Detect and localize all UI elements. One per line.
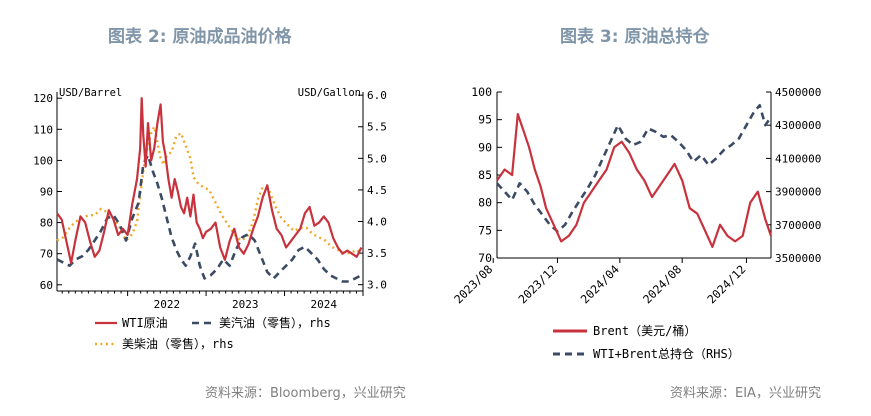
right-chart-left-y-tick-label: 95	[478, 113, 492, 127]
right-chart-x-tick-label: 2024/08	[640, 262, 684, 306]
right-chart-right-y-tick-label: 4300000	[775, 119, 821, 132]
series-line-wti	[56, 97, 363, 265]
x-tick-label: 2022	[154, 298, 181, 311]
left-y-tick-label: 80	[40, 217, 53, 230]
left-y-tick-label: 70	[40, 248, 53, 261]
right-y-tick-label: 5.5	[367, 121, 387, 134]
right-chart-x-tick-label: 2023/08	[451, 262, 495, 306]
x-tick-label: 2024	[311, 298, 338, 311]
left-y-tick-label: 110	[33, 123, 53, 136]
series-line-holdings	[496, 104, 773, 233]
series-line-gasoline	[56, 153, 362, 283]
right-y-tick-label: 6.0	[367, 89, 387, 102]
right-chart-title: 图表 3: 原油总持仓	[560, 27, 710, 47]
left-source-note: 资料来源：Bloomberg，兴业研究	[205, 386, 406, 401]
right-chart-right-y-tick-label: 3500000	[775, 252, 821, 265]
left-chart-title: 图表 2: 原油成品油价格	[108, 27, 292, 47]
right-source-note: 资料来源：EIA，兴业研究	[670, 386, 821, 401]
right-y-tick-label: 3.0	[367, 279, 387, 292]
right-chart-left-y-tick-label: 80	[478, 196, 492, 210]
left-y-tick-label: 100	[33, 154, 53, 167]
legend-label: WTI原油	[122, 316, 168, 330]
series-line-brent	[496, 113, 773, 248]
legend-label: 美柴油（零售），rhs	[122, 336, 234, 351]
legend-label: 美汽油（零售），rhs	[219, 315, 331, 330]
right-chart-left-y-tick-label: 70	[478, 251, 492, 265]
right-y-tick-label: 3.5	[367, 247, 387, 260]
right-chart-left-y-tick-label: 75	[478, 223, 492, 237]
left-y-tick-label: 120	[33, 92, 53, 105]
left-y-tick-label: 90	[40, 186, 53, 199]
right-unit-label: USD/Gallon	[298, 87, 361, 99]
right-chart-left-y-tick-label: 90	[478, 140, 492, 154]
right-y-tick-label: 4.5	[367, 184, 387, 197]
right-chart-right-y-tick-label: 4100000	[775, 152, 821, 165]
right-chart-right-y-tick-label: 3900000	[775, 186, 821, 199]
right-chart-x-tick-label: 2024/12	[704, 262, 748, 306]
right-y-tick-label: 5.0	[367, 152, 387, 165]
legend-label: Brent（美元/桶）	[593, 323, 696, 338]
legend-label: WTI+Brent总持仓（RHS）	[593, 346, 740, 361]
right-chart-left-y-tick-label: 100	[471, 85, 492, 99]
left-unit-label: USD/Barrel	[59, 87, 122, 99]
x-tick-label: 2023	[232, 298, 259, 311]
right-chart-x-tick-label: 2024/04	[578, 262, 622, 306]
right-chart-right-y-tick-label: 4500000	[775, 86, 821, 99]
left-y-tick-label: 60	[40, 279, 53, 292]
right-chart-x-tick-label: 2023/12	[515, 262, 559, 306]
right-y-tick-label: 4.0	[367, 216, 387, 229]
right-chart-right-y-tick-label: 3700000	[775, 219, 821, 232]
right-chart-left-y-tick-label: 85	[478, 168, 492, 182]
